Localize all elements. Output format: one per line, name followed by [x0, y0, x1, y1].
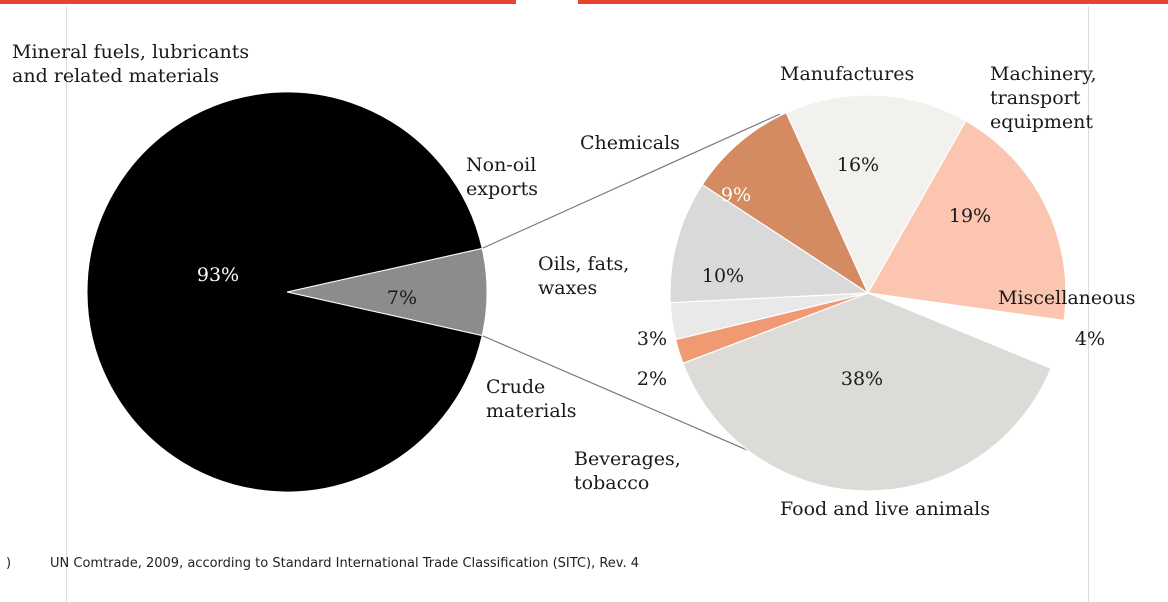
top-accent-bar-right — [578, 0, 1168, 4]
label-mineral-fuels-lubricants-and-related-materials: Mineral fuels, lubricants and related mat… — [12, 41, 249, 87]
source-text: UN Comtrade, 2009, according to Standard… — [50, 556, 640, 571]
connector-lines — [481, 113, 785, 467]
label-crude-materials: Crude materials — [486, 376, 577, 422]
value-miscellaneous: 4% — [1075, 328, 1105, 350]
label-miscellaneous: Miscellaneous — [998, 287, 1136, 309]
value-machinery-transport-equipment: 19% — [949, 205, 991, 227]
label-manufactures: Manufactures — [780, 63, 914, 85]
slice-mineral-fuels-lubricants-and-related-materials — [86, 91, 483, 493]
slice-food-and-live-animals — [682, 292, 1052, 492]
label-food-and-live-animals: Food and live animals — [780, 498, 990, 520]
slice-manufactures — [774, 94, 967, 295]
slice-chemicals — [701, 111, 870, 295]
slice-labels: Mineral fuels, lubricants and related mat… — [12, 41, 1136, 520]
value-food-and-live-animals: 38% — [841, 368, 883, 390]
source-footnote: ) UN Comtrade, 2009, according to Standa… — [0, 556, 1168, 578]
label-chemicals: Chemicals — [580, 132, 680, 154]
slice-machinery-transport-equipment — [867, 120, 1067, 322]
main-pie — [86, 91, 488, 493]
value-manufactures: 16% — [837, 154, 879, 176]
connector-line-upper — [481, 113, 781, 249]
value-non-oil-exports: 7% — [387, 287, 417, 309]
pie-of-pie-chart: Mineral fuels, lubricants and related mat… — [12, 41, 1136, 520]
label-machinery-transport-equipment: Machinery, transport equipment — [990, 63, 1097, 133]
connector-line-lower — [481, 335, 785, 467]
top-accent-bar-left — [0, 0, 516, 4]
value-oils-fats-waxes: 10% — [702, 265, 744, 287]
label-oils-fats-waxes: Oils, fats, waxes — [538, 253, 629, 299]
label-beverages-tobacco: Beverages, tobacco — [574, 448, 681, 494]
footnote-marker: ) — [6, 556, 12, 571]
value-mineral-fuels-lubricants-and-related-materials: 93% — [197, 264, 239, 286]
value-crude-materials: 3% — [637, 328, 667, 350]
frame-line-right — [1088, 6, 1089, 602]
value-beverages-tobacco: 2% — [637, 368, 667, 390]
value-chemicals: 9% — [721, 184, 751, 206]
frame-line-left — [66, 6, 67, 602]
breakdown-pie — [669, 94, 1067, 492]
label-non-oil-exports: Non-oil exports — [466, 154, 538, 200]
slice-oils-fats-waxes — [669, 183, 870, 304]
